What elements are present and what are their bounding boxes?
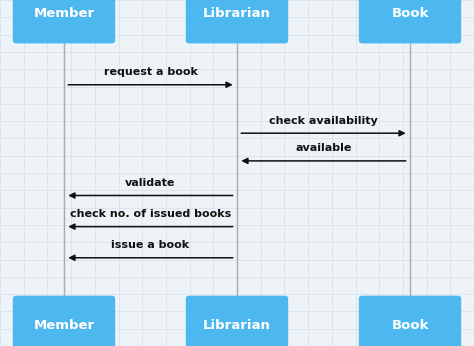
- Text: Book: Book: [391, 319, 429, 332]
- Text: check availability: check availability: [269, 116, 378, 126]
- Text: validate: validate: [125, 178, 176, 188]
- FancyBboxPatch shape: [186, 0, 288, 44]
- FancyBboxPatch shape: [13, 295, 115, 346]
- Text: Member: Member: [34, 7, 94, 20]
- Text: Book: Book: [391, 7, 429, 20]
- Text: available: available: [295, 143, 352, 153]
- FancyBboxPatch shape: [359, 295, 461, 346]
- FancyBboxPatch shape: [186, 295, 288, 346]
- Text: Librarian: Librarian: [203, 7, 271, 20]
- Text: Librarian: Librarian: [203, 319, 271, 332]
- Text: issue a book: issue a book: [111, 240, 190, 250]
- Text: check no. of issued books: check no. of issued books: [70, 209, 231, 219]
- FancyBboxPatch shape: [13, 0, 115, 44]
- FancyBboxPatch shape: [359, 0, 461, 44]
- Text: Member: Member: [34, 319, 94, 332]
- Text: request a book: request a book: [103, 67, 198, 77]
